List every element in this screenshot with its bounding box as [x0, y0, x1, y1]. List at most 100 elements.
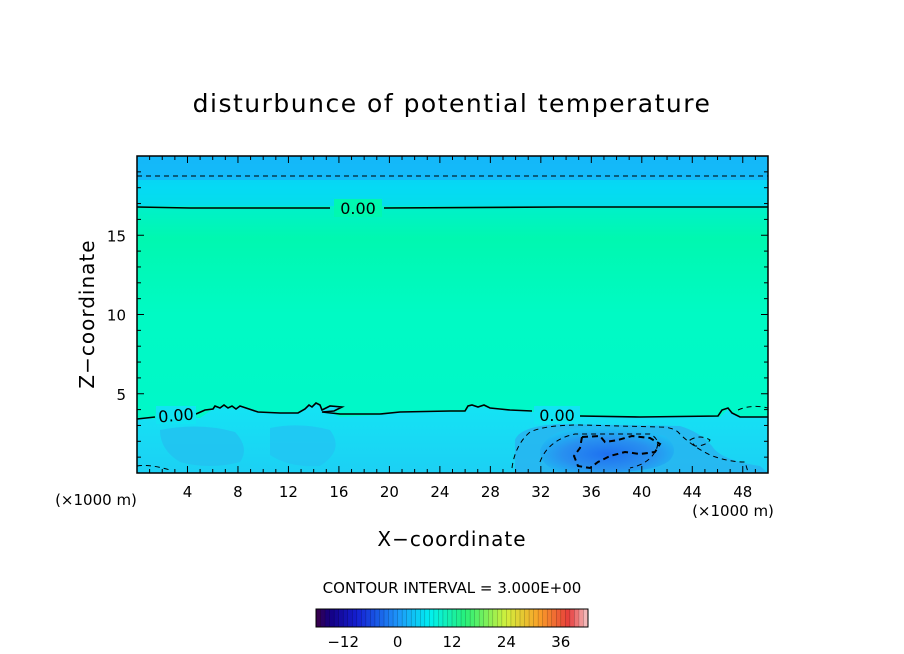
- x-axis: 4 8 12 16 20 24 28 32 36 40 44 48: [149, 156, 756, 501]
- z-unit-label: (×1000 m): [55, 491, 137, 509]
- colorbar-swatch: [384, 609, 389, 627]
- contour-cold-right: [511, 424, 749, 473]
- contour-interval-text: CONTOUR INTERVAL = 3.000E+00: [323, 579, 582, 597]
- colorbar-swatch: [483, 609, 489, 627]
- colorbar-swatch: [551, 609, 557, 627]
- colorbar-swatch: [361, 609, 367, 627]
- colorbar-swatch: [569, 609, 575, 627]
- colorbar-swatch: [343, 609, 349, 627]
- contour-label-bg-upper: [334, 199, 382, 217]
- colorbar-swatch: [492, 609, 498, 627]
- colorbar-tick-label: −12: [327, 633, 359, 651]
- colorbar-swatch: [442, 609, 448, 627]
- colorbar-swatch: [533, 609, 539, 627]
- colorbar-swatch: [488, 609, 494, 627]
- cold-patch-mid: [270, 425, 336, 467]
- colorbar-swatch: [565, 609, 571, 627]
- colorbar-swatch: [424, 609, 430, 627]
- colorbar-swatch: [320, 609, 326, 627]
- colorbar-swatch: [447, 609, 453, 627]
- colorbar-swatch: [352, 609, 358, 627]
- x-tick-label: 44: [683, 483, 702, 501]
- colorbar-swatch: [420, 609, 426, 627]
- colorbar-swatch: [574, 609, 580, 627]
- contour-label-group: 0.00 0.00 0.00: [156, 199, 580, 427]
- contour-cold-left: [137, 465, 171, 471]
- colorbar-swatch: [556, 609, 562, 627]
- colorbar-swatch: [393, 609, 398, 627]
- colorbar-swatch: [429, 609, 435, 627]
- colorbar-swatch: [379, 609, 385, 627]
- colorbar-swatch: [524, 609, 530, 627]
- colorbar-swatch: [370, 609, 376, 627]
- colorbar-swatch: [356, 609, 362, 627]
- colorbar-swatch: [329, 609, 335, 627]
- x-tick-label: 24: [430, 483, 449, 501]
- colorbar-frame: [315, 608, 589, 628]
- y-tick-label: 15: [107, 227, 126, 245]
- x-axis-title: X−coordinate: [377, 527, 526, 551]
- x-tick-label: 4: [183, 483, 193, 501]
- colorbar-swatch: [388, 609, 394, 627]
- colorbar-swatch: [456, 609, 462, 627]
- colorbar-swatch: [506, 609, 512, 627]
- y-tick-label: 5: [116, 386, 126, 404]
- contour-label-lower-right: 0.00: [539, 406, 575, 425]
- colorbar-swatch: [529, 609, 534, 627]
- colorbar-swatch: [560, 609, 566, 627]
- colorbar-swatch: [415, 609, 421, 627]
- upper-transition-band: [137, 180, 768, 206]
- colorbar-swatch: [547, 609, 553, 627]
- contour-cold-core: [572, 434, 662, 470]
- contour-label-upper: 0.00: [340, 199, 376, 218]
- colorbar: −12 0 12 24 36: [315, 608, 589, 651]
- colorbar-swatch: [578, 609, 584, 627]
- negative-contours-lower: [137, 405, 768, 473]
- y-axis-title: Z−coordinate: [75, 239, 99, 388]
- y-tick-label: 10: [107, 307, 126, 325]
- contour-cold-inner: [539, 433, 659, 469]
- x-tick-label: 32: [531, 483, 550, 501]
- colorbar-swatch: [470, 609, 476, 627]
- colorbar-swatch: [406, 609, 412, 627]
- colorbar-swatch: [325, 609, 330, 627]
- colorbar-swatch: [583, 609, 589, 627]
- zero-contour-lower: [137, 402, 768, 420]
- chart-title: disturbunce of potential temperature: [193, 89, 712, 118]
- colorbar-tick-label: 36: [551, 633, 570, 651]
- x-tick-label: 36: [582, 483, 601, 501]
- colorbar-swatch: [497, 609, 503, 627]
- x-tick-label: 28: [481, 483, 500, 501]
- colorbar-swatch: [316, 609, 321, 627]
- colorbar-swatch: [334, 609, 340, 627]
- colorbar-swatch: [452, 609, 457, 627]
- x-unit-label: (×1000 m): [692, 502, 774, 520]
- x-tick-label: 8: [233, 483, 243, 501]
- upper-negative-layer: [137, 156, 768, 180]
- colorbar-swatch: [510, 609, 516, 627]
- cold-patch-left: [160, 426, 244, 466]
- contour-label-bg-lower-left: [156, 406, 196, 424]
- colorbar-swatch: [347, 609, 353, 627]
- contour-cold-edge: [737, 405, 768, 411]
- colorbar-swatch: [515, 609, 521, 627]
- x-tick-label: 40: [632, 483, 651, 501]
- colorbar-swatch: [474, 609, 480, 627]
- colorbar-swatch: [411, 609, 417, 627]
- cold-pool-core: [540, 427, 674, 472]
- colorbar-swatch: [365, 609, 371, 627]
- plot-area: [137, 156, 768, 473]
- colorbar-tick-label: 12: [442, 633, 461, 651]
- colorbar-swatch: [479, 609, 485, 627]
- colorbar-swatch: [542, 609, 548, 627]
- colorbar-swatch: [438, 609, 444, 627]
- x-tick-label: 48: [733, 483, 752, 501]
- contour-label-lower-left: 0.00: [157, 404, 194, 426]
- zero-contour-upper: [137, 206, 768, 209]
- colorbar-swatch: [433, 609, 439, 627]
- colorbar-swatch: [397, 609, 403, 627]
- colorbar-tick-label: 0: [393, 633, 403, 651]
- x-tick-label: 16: [329, 483, 348, 501]
- contour-cold-small: [689, 436, 711, 447]
